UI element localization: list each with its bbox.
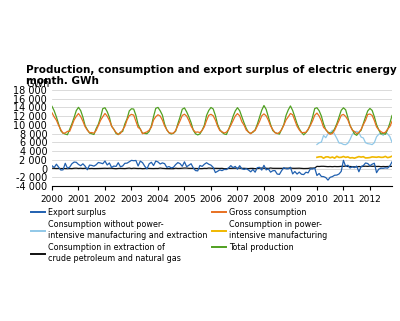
- Text: Production, consumption and export surplus of electric energy per
month. GWh: Production, consumption and export surpl…: [26, 65, 400, 86]
- Text: GWh: GWh: [26, 79, 50, 90]
- Legend: Export surplus, Consumption without power-
intensive manufacturing and extractio: Export surplus, Consumption without powe…: [30, 208, 328, 263]
